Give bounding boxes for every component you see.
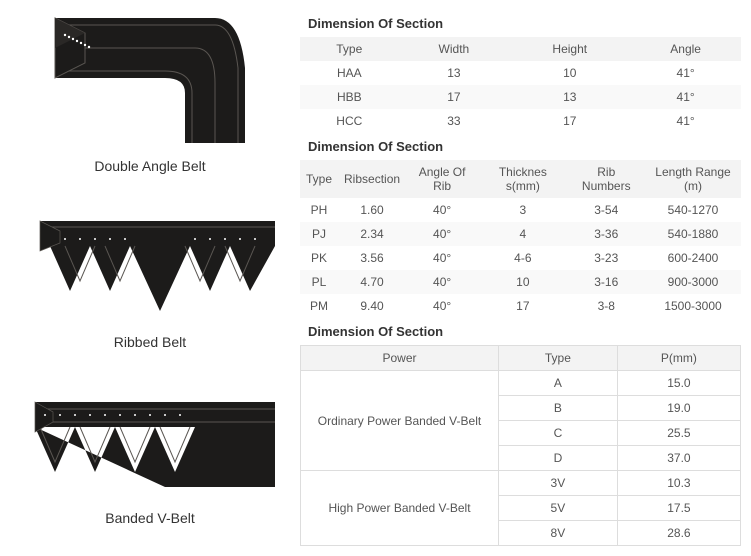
table-row: PJ2.3440°43-36540-1880 [300,222,741,246]
banded-v-belt-label: Banded V-Belt [105,510,195,526]
table-row: High Power Banded V-Belt3V10.3 [301,471,741,496]
table3-col-2: P(mm) [617,346,740,371]
ribbed-belt-label: Ribbed Belt [114,334,186,350]
table2-header: Type Ribsection Angle Of Rib Thicknes s(… [300,160,741,198]
table2-col-0: Type [300,160,338,198]
table2-col-3: Thicknes s(mm) [478,160,567,198]
table1-col-2: Height [509,37,630,61]
table1-title: Dimension Of Section [300,10,741,37]
table1-col-0: Type [300,37,399,61]
power-group-0: Ordinary Power Banded V-Belt [301,371,499,471]
table1-col-3: Angle [630,37,741,61]
table3-header: Power Type P(mm) [301,346,741,371]
table2-col-2: Angle Of Rib [406,160,478,198]
spec-tables-panel: Dimension Of Section Type Width Height A… [300,10,741,546]
table3-col-1: Type [499,346,618,371]
table-row: HBB171341° [300,85,741,109]
table2: Type Ribsection Angle Of Rib Thicknes s(… [300,160,741,318]
table2-col-5: Length Range (m) [645,160,741,198]
table1-header: Type Width Height Angle [300,37,741,61]
table-row: PL4.7040°103-16900-3000 [300,270,741,294]
table-row: PK3.5640°4-63-23600-2400 [300,246,741,270]
table2-col-4: Rib Numbers [568,160,645,198]
table1: Type Width Height Angle HAA131041° HBB17… [300,37,741,133]
table1-col-1: Width [399,37,510,61]
table2-title: Dimension Of Section [300,133,741,160]
table-row: HCC331741° [300,109,741,133]
table3-col-0: Power [301,346,499,371]
double-angle-belt-icon [25,10,275,150]
power-group-1: High Power Banded V-Belt [301,471,499,546]
table-row: PH1.6040°33-54540-1270 [300,198,741,222]
table-row: HAA131041° [300,61,741,85]
table2-col-1: Ribsection [338,160,406,198]
banded-v-belt-icon [25,362,275,502]
ribbed-belt-icon [25,186,275,326]
table3: Power Type P(mm) Ordinary Power Banded V… [300,345,741,546]
double-angle-belt-label: Double Angle Belt [94,158,205,174]
table-row: Ordinary Power Banded V-BeltA15.0 [301,371,741,396]
belt-illustrations-panel: Double Angle Belt Ribbed Belt [10,10,290,546]
table-row: PM9.4040°173-81500-3000 [300,294,741,318]
table3-title: Dimension Of Section [300,318,741,345]
